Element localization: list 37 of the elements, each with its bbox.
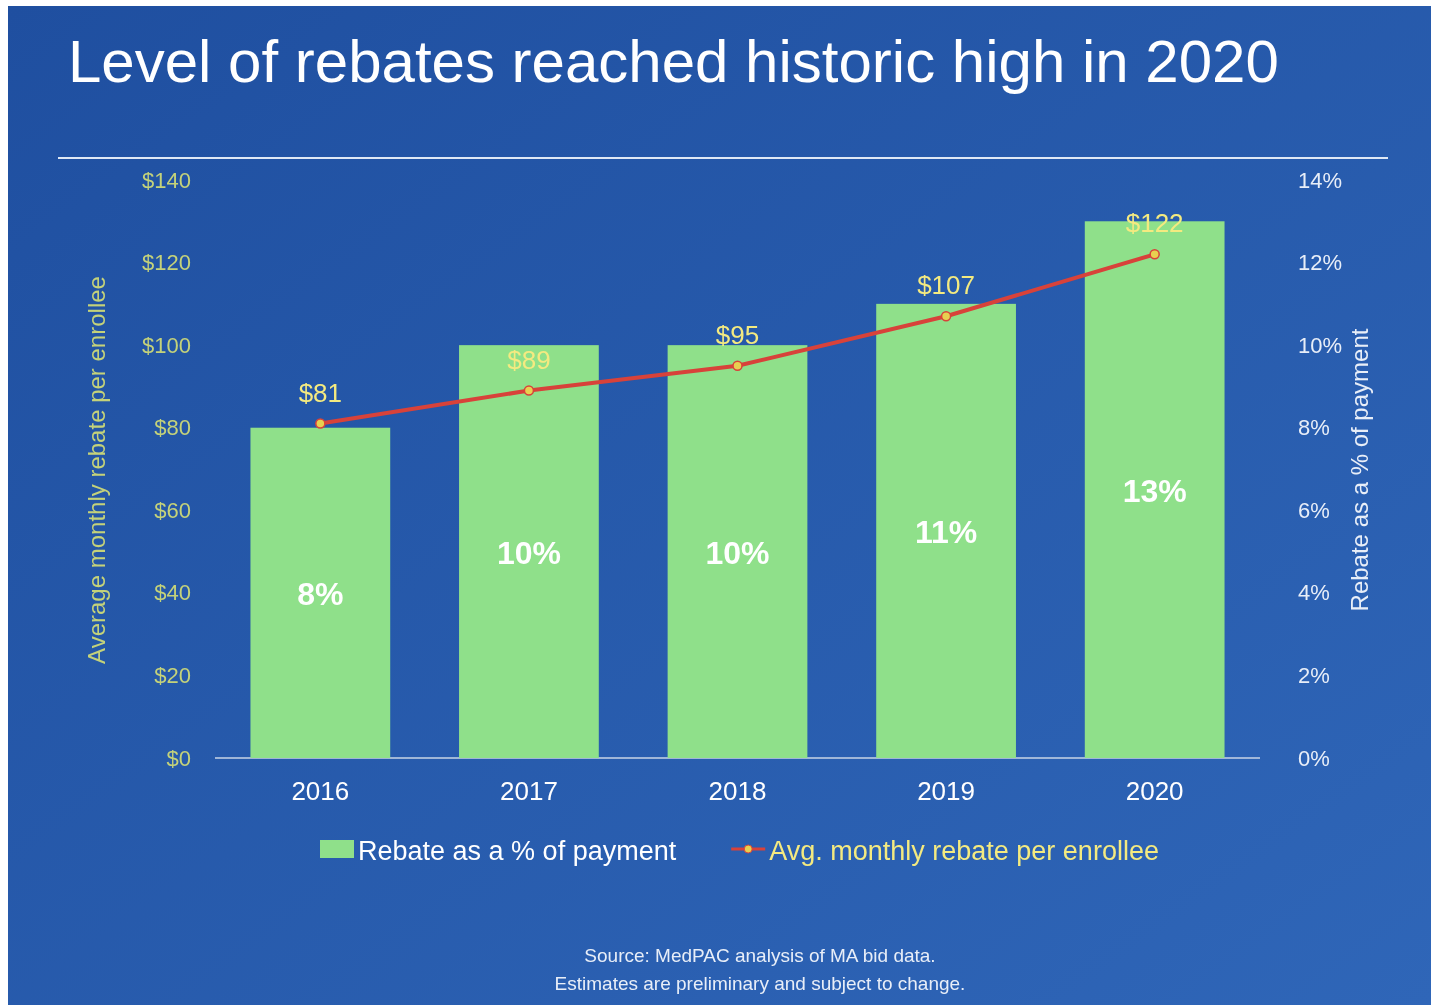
data-label: 10% (496, 534, 561, 571)
x-tick-label: 2020 (1125, 776, 1184, 806)
data-label: 13% (1122, 472, 1187, 509)
y-tick-label: $60 (154, 497, 191, 523)
legend-label: Rebate as a % of payment (358, 836, 677, 866)
y2-tick-label: 12% (1298, 250, 1343, 276)
x-tick-label: 2017 (500, 776, 558, 806)
data-label: 8% (297, 575, 344, 612)
y-tick-label: $120 (142, 250, 191, 276)
data-label: $89 (507, 344, 551, 375)
y-tick-label: $140 (142, 167, 191, 193)
y-tick-label: $80 (154, 415, 191, 441)
legend-label: Avg. monthly rebate per enrollee (769, 836, 1159, 866)
y2-tick-label: 10% (1298, 332, 1343, 358)
text: Estimates are preliminary and subject to change. (554, 973, 966, 994)
source-note: Source: MedPAC analysis of MA bid data. (584, 945, 936, 966)
x-tick-label: 2016 (291, 776, 350, 806)
y2-tick-label: 14% (1298, 167, 1343, 193)
y-axis-title: Average monthly rebate per enrollee (83, 276, 110, 664)
chart-title: Level of rebates reached historic high in 2020 (68, 28, 1279, 95)
data-label: 11% (914, 513, 978, 550)
y2-axis-title: Rebate as a % of payment (1346, 328, 1373, 612)
y2-tick-label: 0% (1298, 745, 1330, 771)
y-tick-label: $20 (154, 662, 191, 688)
data-label: $107 (917, 270, 975, 301)
y2-tick-label: 8% (1298, 415, 1330, 441)
y2-tick-label: 4% (1298, 580, 1330, 606)
x-tick-label: 2019 (917, 776, 975, 806)
y2-tick-label: 2% (1298, 662, 1330, 688)
data-label: 10% (705, 534, 770, 571)
x-tick-label: 2018 (708, 776, 767, 806)
y-tick-label: $100 (142, 332, 191, 358)
data-label: $81 (298, 377, 343, 408)
y-tick-label: $40 (154, 580, 191, 606)
y-tick-label: $0 (166, 745, 191, 771)
y2-tick-label: 6% (1298, 497, 1330, 523)
data-label: $95 (715, 319, 760, 350)
